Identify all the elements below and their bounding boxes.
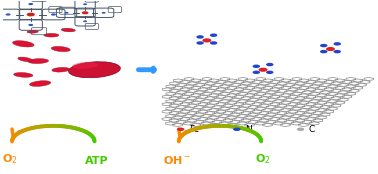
- Circle shape: [51, 13, 56, 16]
- Circle shape: [333, 42, 341, 46]
- Circle shape: [253, 71, 260, 74]
- Ellipse shape: [29, 81, 51, 86]
- Circle shape: [266, 71, 274, 74]
- Circle shape: [202, 38, 211, 42]
- Circle shape: [210, 41, 217, 45]
- Text: C: C: [309, 125, 315, 134]
- Circle shape: [102, 12, 106, 14]
- Ellipse shape: [14, 73, 33, 77]
- Circle shape: [83, 3, 87, 5]
- Ellipse shape: [12, 41, 34, 47]
- Text: O$_2$: O$_2$: [255, 153, 271, 166]
- Circle shape: [82, 11, 88, 14]
- Text: Fe: Fe: [189, 125, 199, 134]
- Ellipse shape: [18, 57, 33, 62]
- Text: OH$^-$: OH$^-$: [163, 154, 191, 166]
- Circle shape: [196, 41, 204, 45]
- Circle shape: [320, 50, 327, 53]
- Circle shape: [65, 12, 68, 14]
- Ellipse shape: [61, 28, 75, 32]
- Text: O$_2$: O$_2$: [2, 153, 18, 166]
- Circle shape: [333, 50, 341, 53]
- Circle shape: [259, 68, 268, 72]
- Circle shape: [28, 3, 33, 5]
- Circle shape: [83, 20, 87, 22]
- Circle shape: [196, 35, 204, 39]
- Text: ATP: ATP: [85, 156, 108, 166]
- Circle shape: [27, 13, 35, 16]
- Circle shape: [6, 13, 11, 16]
- Circle shape: [266, 63, 274, 66]
- Circle shape: [297, 128, 304, 131]
- Circle shape: [320, 44, 327, 47]
- Ellipse shape: [52, 67, 70, 72]
- Ellipse shape: [27, 30, 38, 33]
- Circle shape: [253, 65, 260, 68]
- Text: N: N: [245, 125, 252, 134]
- Ellipse shape: [68, 62, 120, 78]
- Circle shape: [28, 24, 33, 26]
- Ellipse shape: [28, 59, 48, 64]
- Ellipse shape: [44, 33, 59, 37]
- Ellipse shape: [72, 62, 98, 69]
- Circle shape: [177, 128, 184, 131]
- Circle shape: [233, 128, 240, 131]
- Circle shape: [210, 33, 217, 37]
- Circle shape: [326, 47, 335, 51]
- Ellipse shape: [51, 46, 70, 52]
